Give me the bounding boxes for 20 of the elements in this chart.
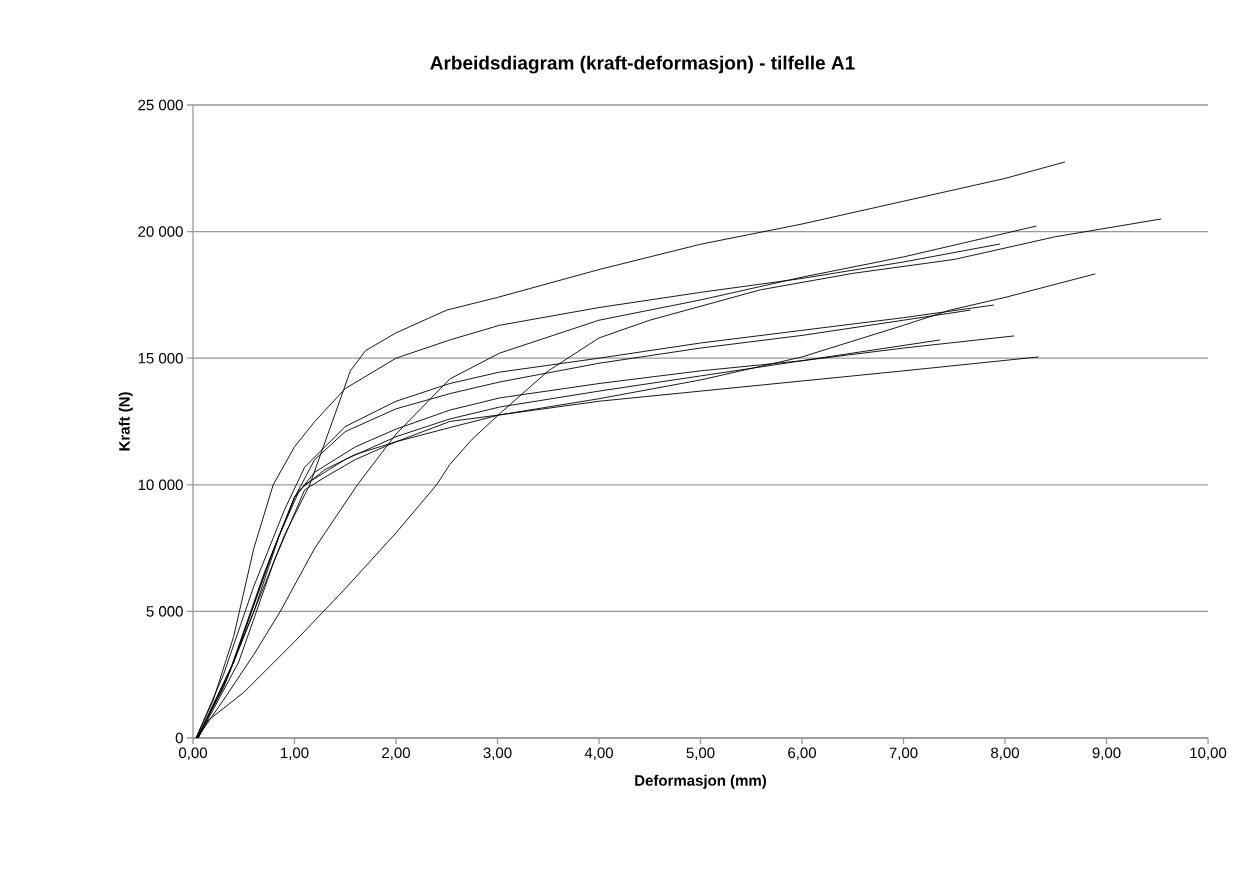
x-tick-label: 10,00 bbox=[1190, 747, 1227, 760]
y-tick-label: 5 000 bbox=[146, 606, 183, 617]
x-tick-label: 5,00 bbox=[686, 747, 715, 760]
x-tick-label: 2,00 bbox=[382, 747, 410, 760]
x-tick-label: 6,00 bbox=[788, 747, 817, 760]
x-tick-label: 9,00 bbox=[1092, 747, 1121, 760]
x-tick-label: 0,00 bbox=[178, 747, 207, 760]
y-axis-title: Kraft (N) bbox=[118, 392, 133, 451]
y-tick-label: 15 000 bbox=[138, 352, 183, 364]
x-tick-label: 3,00 bbox=[483, 747, 512, 760]
y-tick-label: 20 000 bbox=[138, 226, 183, 237]
y-tick-label: 0 bbox=[175, 732, 183, 744]
x-tick-label: 7,00 bbox=[889, 747, 918, 760]
x-tick-label: 1,00 bbox=[281, 747, 309, 760]
x-tick-label: 4,00 bbox=[584, 747, 614, 760]
x-axis-title: Deformasjon (mm) bbox=[635, 774, 766, 789]
chart-title: Arbeidsdiagram (kraft-deformasjon) - tilfelle A1 bbox=[430, 55, 855, 74]
y-tick-label: 10 000 bbox=[138, 479, 183, 491]
y-tick-label: 25 000 bbox=[138, 99, 183, 111]
x-tick-label: 8,00 bbox=[991, 747, 1020, 760]
